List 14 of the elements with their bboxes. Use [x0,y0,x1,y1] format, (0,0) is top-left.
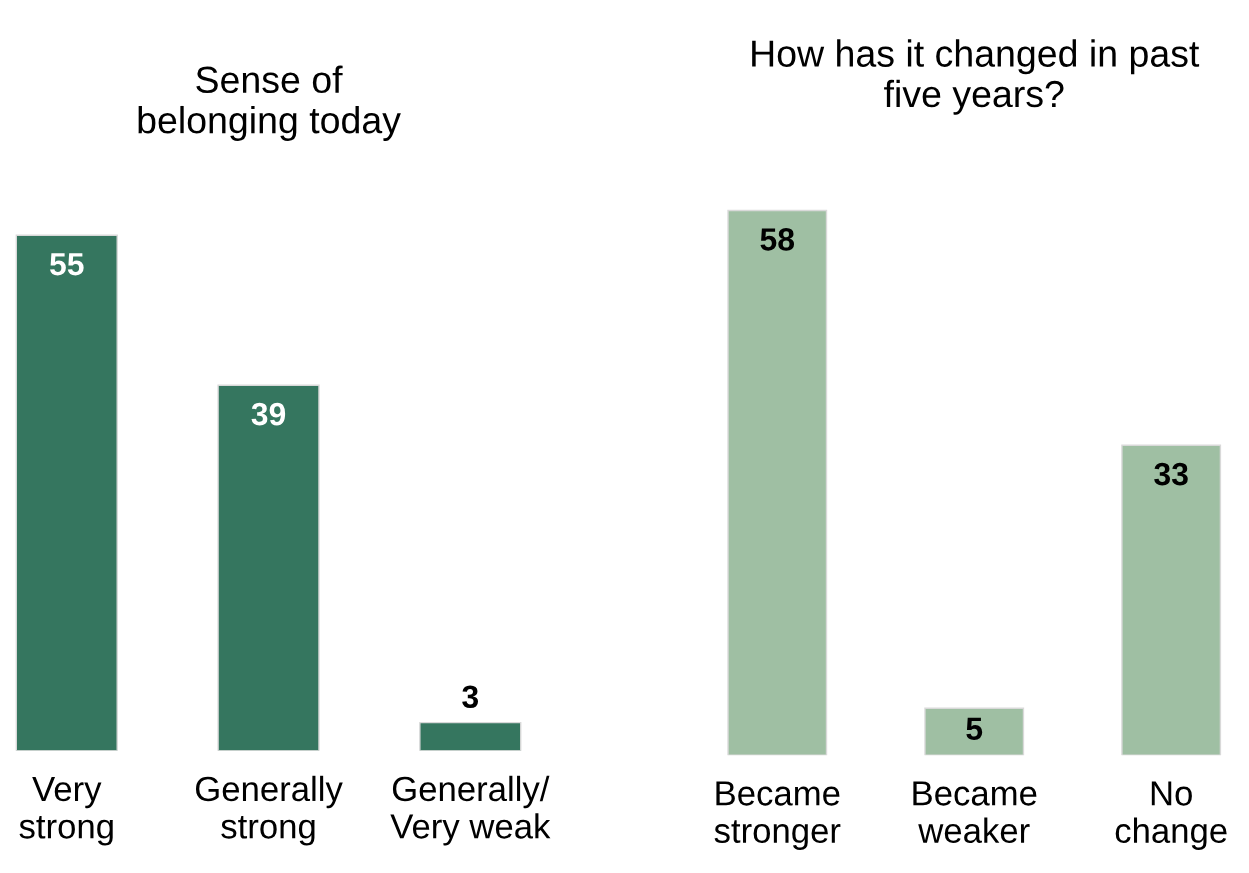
x-tick-label: Generally strong [195,775,343,846]
data-label: 33 [1154,462,1188,486]
data-label: 55 [49,253,84,276]
data-label: 58 [760,228,795,251]
x-tick-label: Generally/ Very weak [390,775,551,846]
chart-title: How has it changed in past five years? [752,39,1200,115]
x-tick-label: Very strong [19,777,113,846]
data-label: 39 [251,402,286,426]
x-tick-label: Became stronger [714,781,841,850]
x-tick-label: No change [1115,781,1227,850]
x-tick-label: Became weaker [913,781,1037,844]
data-label: 3 [462,685,479,709]
data-label: 5 [966,717,983,740]
chart-title: Sense of belonging today [138,65,401,141]
